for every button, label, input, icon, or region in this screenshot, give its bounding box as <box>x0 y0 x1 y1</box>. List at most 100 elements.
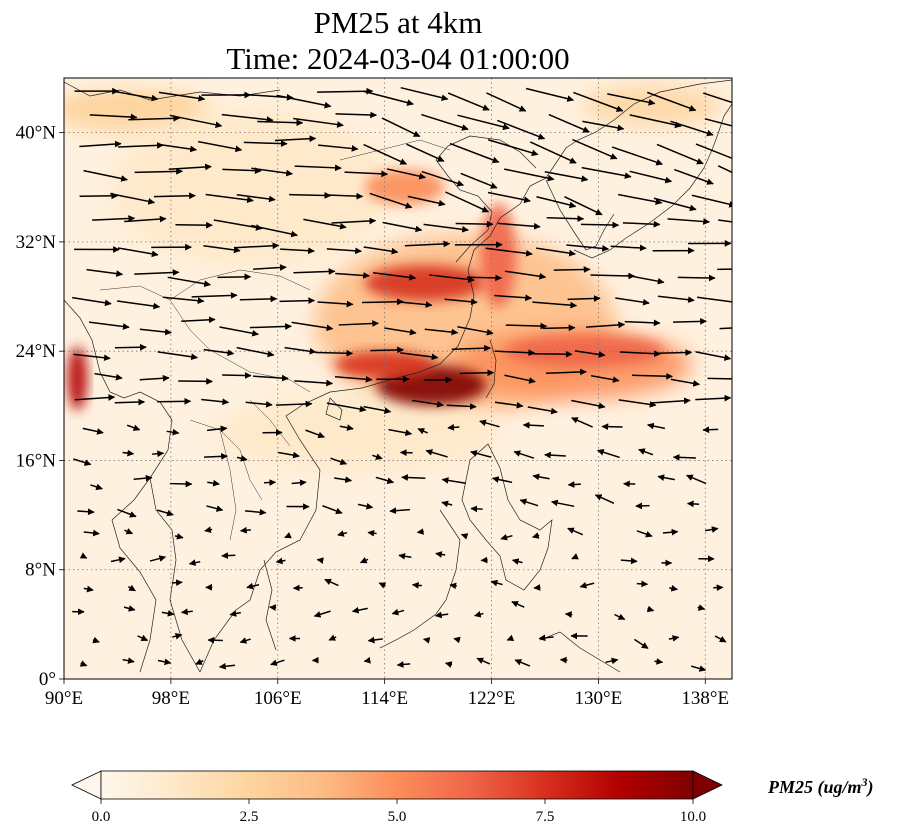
wind-arrow <box>339 424 354 431</box>
wind-arrow <box>127 584 136 592</box>
wind-arrow <box>73 353 111 362</box>
wind-arrow <box>707 375 732 383</box>
wind-arrow <box>611 146 663 166</box>
wind-arrow <box>511 600 525 608</box>
wind-arrow <box>479 419 500 428</box>
wind-arrow <box>218 662 236 670</box>
wind-arrow <box>594 494 615 505</box>
wind-arrow <box>204 526 213 533</box>
wind-arrow <box>545 368 587 376</box>
pm25-plume-yangtze-band <box>364 264 485 301</box>
wind-arrow <box>629 114 682 129</box>
wind-arrow <box>369 192 413 209</box>
lon-tick-label: 98°E <box>152 688 190 709</box>
wind-arrow <box>476 657 491 665</box>
wind-arrow <box>496 119 546 140</box>
wind-arrow <box>82 427 104 435</box>
wind-arrow <box>487 191 531 204</box>
wind-arrow <box>318 144 359 152</box>
colorbar-tick-label: 2.5 <box>240 809 259 825</box>
wind-arrow <box>386 168 426 180</box>
wind-arrow <box>504 168 555 182</box>
wind-arrow <box>172 579 183 587</box>
wind-arrow <box>316 557 324 564</box>
wind-arrow <box>571 553 579 560</box>
wind-arrow <box>656 143 704 165</box>
wind-arrow <box>207 425 228 433</box>
wind-arrow <box>372 453 383 460</box>
wind-arrow <box>579 581 595 589</box>
wind-arrow <box>677 274 716 282</box>
wind-arrow <box>494 401 524 409</box>
wind-arrow <box>236 346 275 358</box>
wind-arrow <box>363 405 392 414</box>
colorbar-ramp <box>100 770 694 800</box>
wind-arrow <box>686 500 700 508</box>
wind-arrow <box>229 610 241 617</box>
wind-arrow <box>90 483 103 491</box>
wind-arrow <box>444 298 478 306</box>
wind-arrow <box>74 394 116 401</box>
wind-arrow <box>574 350 606 358</box>
lon-tick-label: 90°E <box>45 688 83 709</box>
wind-arrow <box>497 222 541 230</box>
wind-arrow <box>206 505 224 512</box>
lon-tick-label: 114°E <box>361 688 408 709</box>
wind-arrow <box>246 582 260 590</box>
wind-arrow <box>435 551 446 558</box>
wind-arrow <box>627 274 665 285</box>
wind-arrow <box>213 219 263 231</box>
wind-arrow <box>362 298 404 306</box>
wind-arrow <box>294 379 334 387</box>
wind-arrow <box>375 476 395 484</box>
wind-arrow <box>559 656 568 664</box>
wind-arrow <box>396 661 411 668</box>
wind-arrow <box>175 221 213 229</box>
wind-arrow <box>291 321 334 332</box>
wind-arrow <box>363 246 399 255</box>
wind-arrow <box>169 114 223 129</box>
map-subtitle-time: Time: 2024-03-04 01:00:00 <box>226 41 570 76</box>
wind-arrow <box>116 300 161 310</box>
wind-arrow <box>505 322 548 330</box>
wind-arrow <box>324 192 364 200</box>
wind-arrow <box>673 318 707 325</box>
pm25-haze <box>111 107 392 268</box>
wind-arrow <box>460 172 498 189</box>
wind-arrow <box>669 584 679 592</box>
wind-arrow <box>92 636 100 644</box>
wind-arrow <box>331 217 377 225</box>
lon-tick-label: 130°E <box>575 688 623 709</box>
wind-arrow <box>188 559 201 566</box>
wind-arrow <box>389 507 410 515</box>
wind-arrow <box>572 138 618 160</box>
wind-arrow <box>249 323 292 330</box>
wind-arrow <box>650 397 691 405</box>
wind-arrow <box>328 634 337 641</box>
wind-arrow <box>203 348 235 357</box>
wind-arrow <box>344 170 389 178</box>
wind-arrow <box>204 452 228 460</box>
wind-arrow <box>221 113 274 123</box>
wind-arrow <box>122 449 135 457</box>
wind-arrow <box>195 658 204 665</box>
wind-arrow <box>270 659 285 666</box>
wind-arrow <box>624 319 661 327</box>
wind-arrow <box>83 169 128 182</box>
wind-arrow <box>717 165 732 174</box>
wind-arrow <box>656 349 693 356</box>
wind-arrow <box>398 552 412 560</box>
wind-arrow <box>401 474 426 481</box>
wind-arrow <box>289 192 332 199</box>
wind-arrow <box>359 557 369 564</box>
wind-arrow <box>457 326 494 336</box>
wind-arrow <box>330 457 348 466</box>
wind-arrow <box>421 113 469 131</box>
wind-arrow <box>525 87 575 102</box>
wind-arrow <box>514 659 531 667</box>
wind-arrow <box>607 93 656 106</box>
wind-arrow <box>280 247 315 255</box>
wind-arrow <box>653 197 697 212</box>
wind-arrow <box>291 479 307 487</box>
